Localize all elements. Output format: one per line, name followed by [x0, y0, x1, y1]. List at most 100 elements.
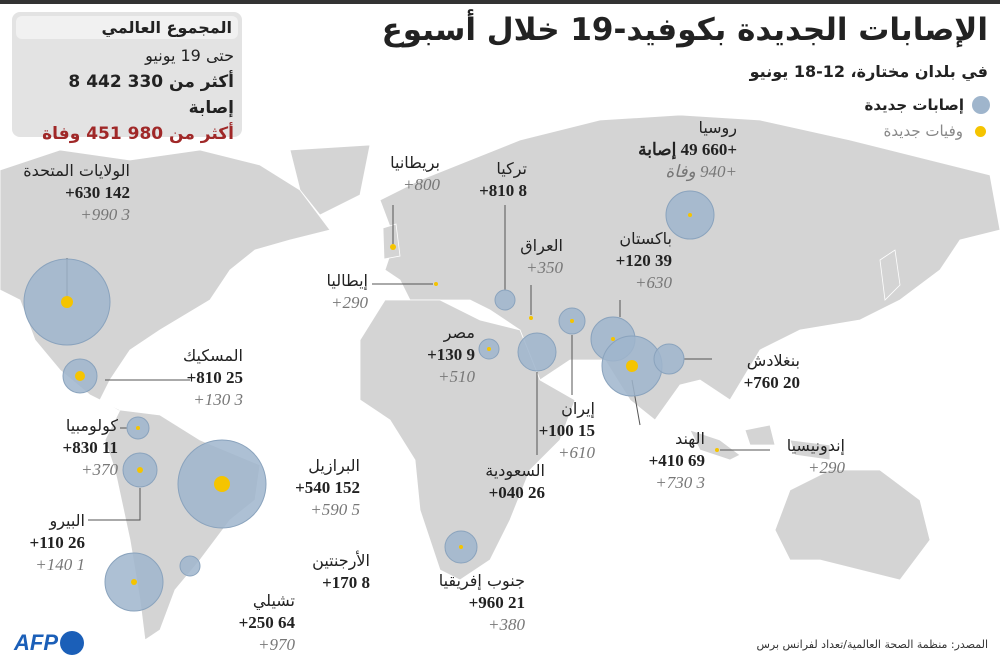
legend: إصابات جديدة وفيات جديدة	[865, 96, 990, 148]
country-cases: 11 830+	[62, 438, 119, 457]
country-label: جنوب إفريقيا 21 960+ 380+	[439, 570, 525, 636]
country-name: جنوب إفريقيا	[438, 571, 525, 590]
country-name: الهند	[675, 429, 705, 448]
legend-deaths: وفيات جديدة	[865, 122, 990, 140]
country-cases: 152 540+	[295, 478, 360, 497]
totals-heading: المجموع العالمي	[16, 16, 238, 39]
country-cases: 64 250+	[238, 613, 295, 632]
country-cases: 21 960+	[468, 593, 525, 612]
country-label: باكستان 39 120+ 630+	[616, 228, 672, 294]
deaths-dot	[434, 282, 438, 286]
deaths-dot	[715, 448, 719, 452]
source-note: المصدر: منظمة الصحة العالمية/تعداد لفران…	[756, 638, 989, 651]
country-deaths: 5 590+	[310, 500, 360, 519]
cases-circle-icon	[972, 96, 990, 114]
afp-logo: AFP	[14, 630, 84, 656]
country-name: إيطاليا	[326, 271, 368, 290]
country-name: بنغلادش	[746, 351, 800, 370]
country-label: البرازيل 152 540+ 5 590+	[295, 455, 360, 521]
totals-deaths: أكثر من 980 451 وفاة	[42, 124, 234, 144]
country-name: إيران	[561, 399, 595, 418]
country-cases: 20 760+	[743, 373, 800, 392]
deaths-dot	[611, 337, 615, 341]
land-greenland	[289, 144, 371, 216]
deaths-dot	[459, 545, 463, 549]
country-label: الأرجنتين 8 170+	[312, 550, 370, 594]
country-name: تشيلي	[252, 591, 295, 610]
totals-cases: أكثر من 330 442 8 إصابة	[68, 72, 234, 118]
country-name: البيرو	[49, 511, 85, 530]
country-cases: 39 120+	[615, 251, 672, 270]
leader-line	[88, 488, 141, 521]
land-north-america	[0, 149, 331, 421]
page-title: الإصابات الجديدة بكوفيد-19 خلال أسبوع	[381, 12, 988, 48]
country-name: بريطانيا	[390, 153, 440, 172]
country-deaths: 3 990+	[80, 205, 130, 224]
country-deaths: 970+	[258, 635, 295, 654]
cases-bubble	[494, 289, 516, 311]
country-name: السعودية	[485, 461, 545, 480]
country-deaths: 380+	[488, 615, 525, 634]
legend-cases-label: إصابات جديدة	[864, 96, 964, 114]
land-australia	[774, 469, 931, 581]
deaths-dot	[570, 319, 574, 323]
country-name: مصر	[443, 323, 475, 342]
country-label: إندونيسيا 290+	[787, 435, 845, 479]
country-name: روسيا	[698, 118, 737, 137]
deaths-dot	[529, 316, 533, 320]
country-label: تشيلي 64 250+ 970+	[239, 590, 295, 656]
deaths-dot	[487, 347, 491, 351]
country-name: تركيا	[496, 159, 527, 178]
country-name: باكستان	[619, 229, 672, 248]
country-cases: +660 49 إصابة	[638, 140, 737, 159]
country-cases: 9 130+	[427, 345, 475, 364]
cases-bubble	[517, 332, 557, 372]
country-label: إيران 15 100+ 610+	[539, 398, 595, 464]
country-label: مصر 9 130+ 510+	[427, 322, 475, 388]
deaths-dot	[214, 476, 230, 492]
country-name: الأرجنتين	[312, 551, 370, 570]
deaths-dot	[136, 426, 140, 430]
country-label: الهند 69 410+ 3 730+	[649, 428, 705, 494]
cases-bubble	[179, 555, 201, 577]
country-deaths: 3 130+	[193, 390, 243, 409]
deaths-dot	[75, 371, 85, 381]
legend-deaths-label: وفيات جديدة	[883, 122, 963, 140]
land-africa	[359, 299, 576, 581]
deaths-dot	[626, 360, 638, 372]
country-deaths: 370+	[81, 460, 118, 479]
totals-date: حتى 19 يونيو	[145, 46, 234, 65]
land-indonesia	[689, 424, 831, 461]
country-cases: 69 410+	[648, 451, 705, 470]
country-name: المسكيك	[183, 346, 243, 365]
deaths-dot	[688, 213, 692, 217]
country-label: البيرو 26 110+ 1 140+	[30, 510, 86, 576]
country-cases: 8 170+	[322, 573, 370, 592]
country-name: البرازيل	[308, 456, 360, 475]
land-japan	[879, 249, 901, 301]
deaths-dot	[137, 467, 143, 473]
country-deaths: 350+	[526, 258, 563, 277]
country-deaths: 290+	[808, 458, 845, 477]
country-name: إندونيسيا	[786, 436, 845, 455]
country-deaths: 610+	[558, 443, 595, 462]
country-label: المسكيك 25 810+ 3 130+	[183, 345, 243, 411]
country-cases: 25 810+	[186, 368, 243, 387]
country-label: بريطانيا 800+	[390, 152, 440, 196]
global-totals-box: المجموع العالمي حتى 19 يونيو أكثر من 330…	[12, 12, 242, 144]
country-name: الولايات المتحدة	[23, 161, 130, 180]
deaths-dot	[131, 579, 137, 585]
country-label: العراق 350+	[520, 235, 563, 279]
country-cases: 15 100+	[538, 421, 595, 440]
country-deaths: 800+	[403, 175, 440, 194]
country-label: تركيا 8 810+	[479, 158, 527, 202]
country-deaths: 630+	[635, 273, 672, 292]
top-bar	[0, 0, 1000, 4]
cases-bubble	[653, 343, 685, 375]
country-deaths: 1 140+	[35, 555, 85, 574]
country-label: كولومبيا 11 830+ 370+	[63, 415, 119, 481]
country-deaths: 510+	[438, 367, 475, 386]
deaths-dot	[61, 296, 73, 308]
deaths-dot-icon	[975, 125, 986, 137]
